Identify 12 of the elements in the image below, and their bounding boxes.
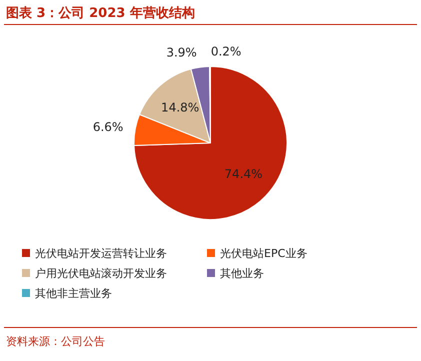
legend-label: 其他业务 <box>220 266 264 280</box>
data-label: 14.8% <box>161 100 200 115</box>
chart-title: 图表 3：公司 2023 年营收结构 <box>6 5 195 22</box>
data-label: 74.4% <box>224 167 263 182</box>
legend-label: 户用光伏电站滚动开发业务 <box>35 266 167 280</box>
data-label: 3.9% <box>166 45 197 60</box>
legend-label: 其他非主营业务 <box>35 286 112 300</box>
data-label: 0.2% <box>210 44 242 59</box>
text: 资料来源：公司公告 <box>6 334 105 349</box>
legend-label: 光伏电站开发运营转让业务 <box>35 246 167 260</box>
data-label: 6.6% <box>92 120 124 134</box>
legend-label: 光伏电站EPC业务 <box>220 246 308 260</box>
